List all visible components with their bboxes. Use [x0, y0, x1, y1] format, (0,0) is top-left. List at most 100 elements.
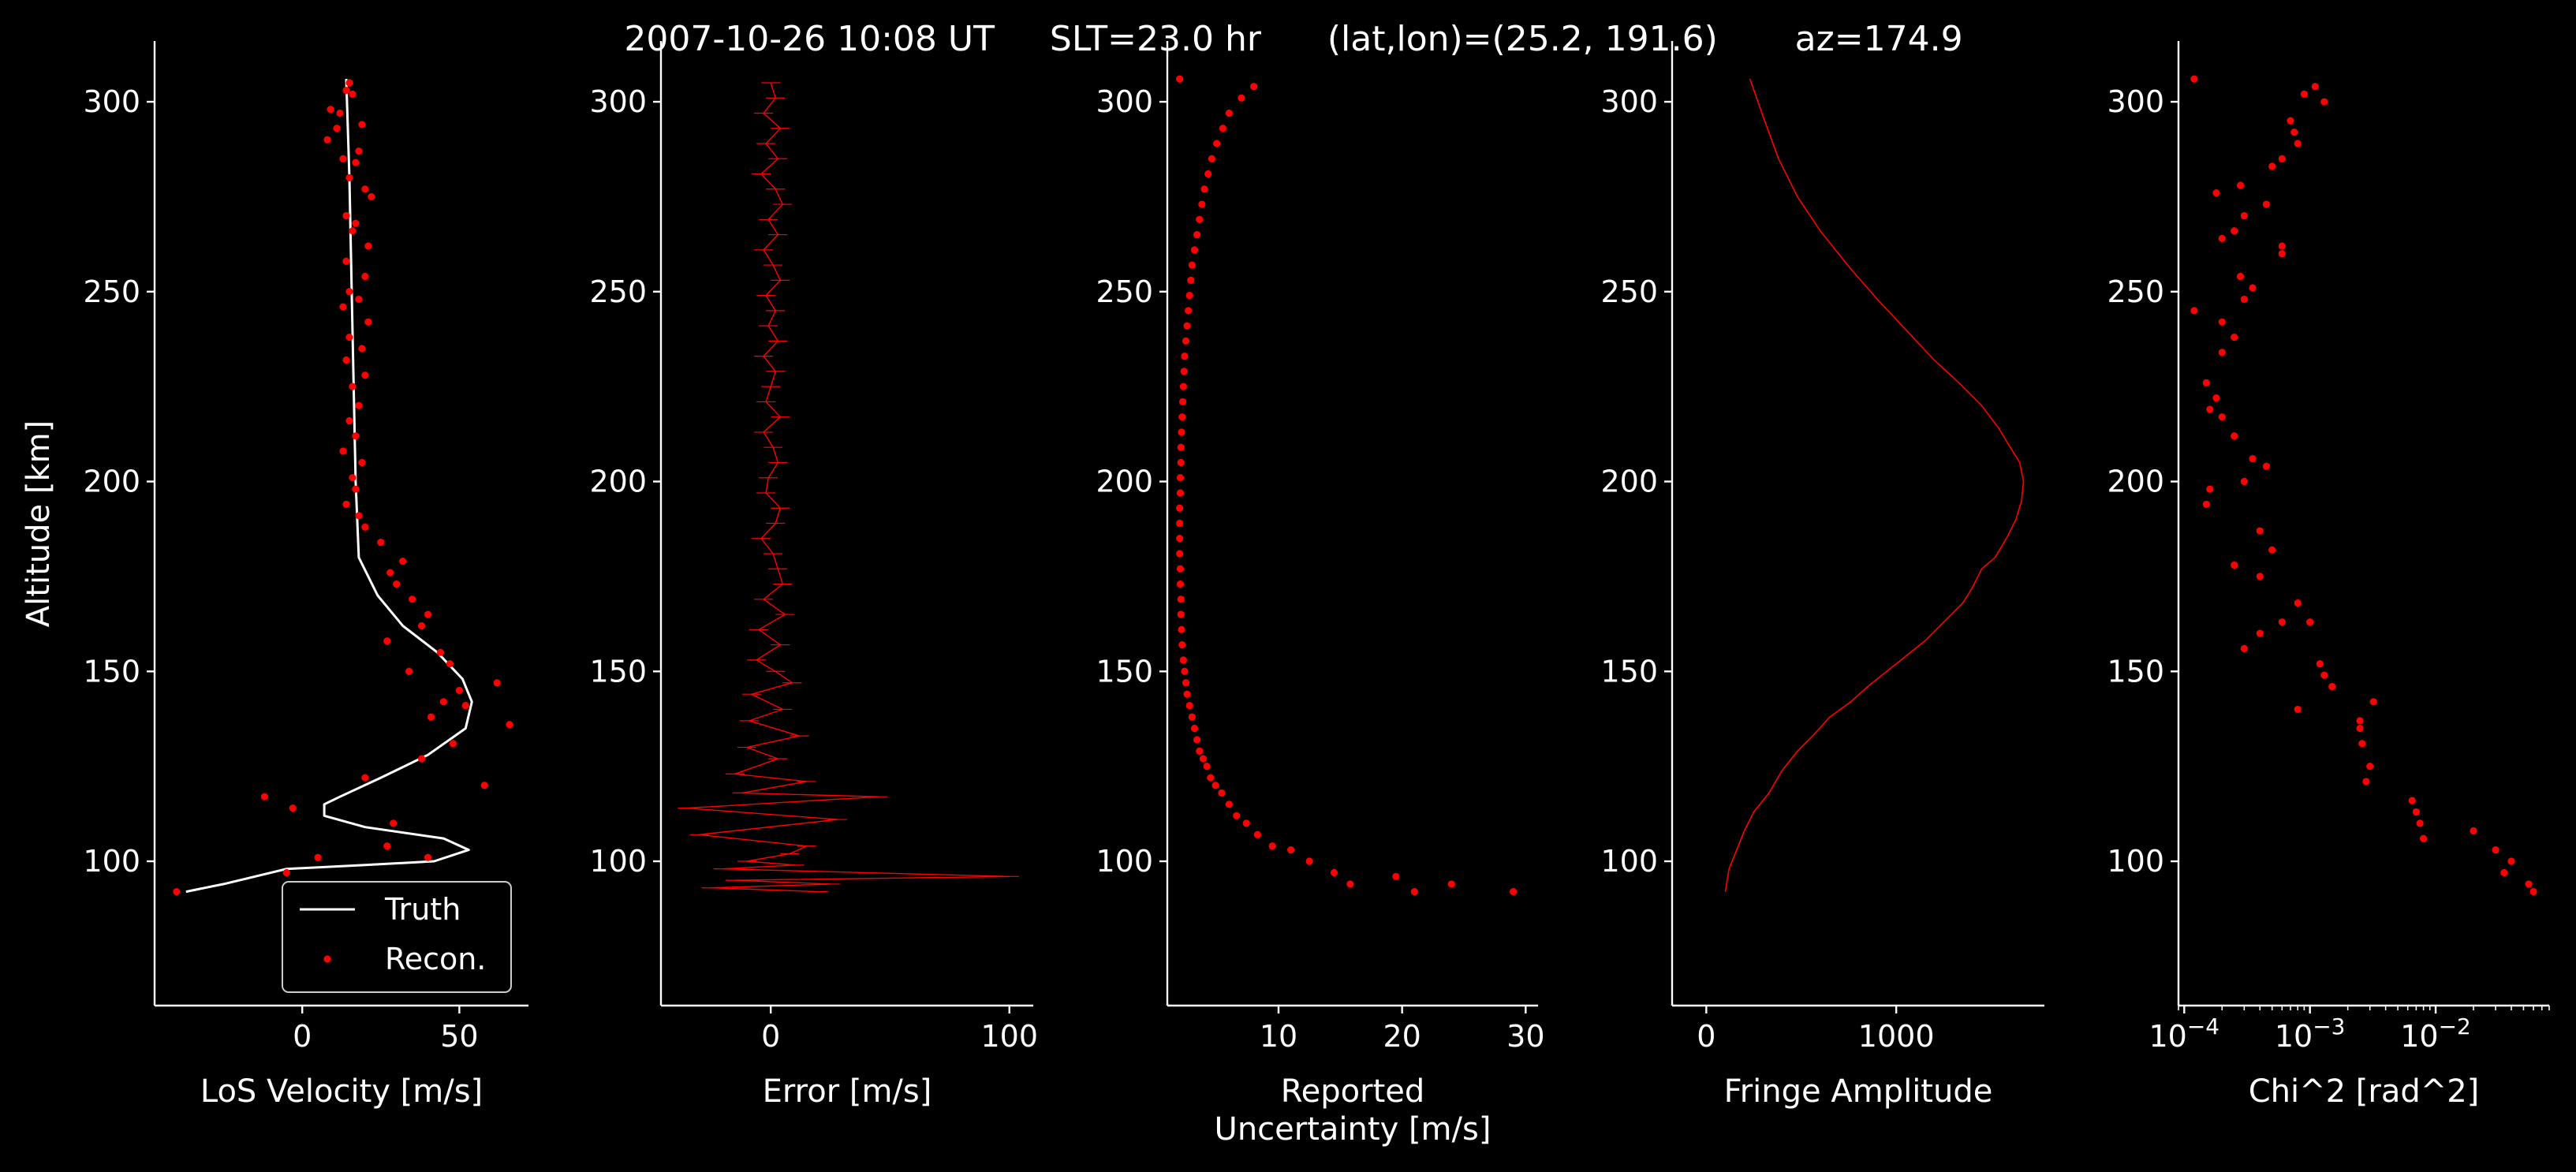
- data-point: [405, 667, 413, 675]
- data-point: [2408, 797, 2416, 804]
- data-point: [342, 356, 350, 364]
- data-point: [2262, 200, 2271, 208]
- x-tick-label: 10−2: [2400, 1013, 2471, 1054]
- data-point: [449, 740, 457, 748]
- data-point: [427, 713, 435, 721]
- data-point: [352, 219, 360, 227]
- data-point: [336, 109, 344, 118]
- data-point: [1176, 550, 1184, 558]
- data-point: [480, 782, 488, 789]
- x-tick-label: 1000: [1858, 1019, 1935, 1054]
- data-point: [1176, 504, 1184, 512]
- data-point: [2278, 250, 2286, 258]
- data-point: [1188, 261, 1196, 269]
- data-point: [339, 155, 347, 162]
- data-point: [1182, 679, 1190, 687]
- y-tick-label: 100: [1600, 844, 1658, 879]
- data-point: [1179, 656, 1187, 664]
- data-point: [493, 679, 501, 687]
- data-point: [1242, 819, 1250, 827]
- data-point: [355, 401, 363, 409]
- y-tick-label: 150: [1096, 654, 1153, 689]
- data-point: [260, 793, 269, 801]
- data-point: [417, 621, 426, 630]
- data-point: [2328, 682, 2336, 691]
- data-point: [1207, 774, 1215, 782]
- data-point: [1179, 383, 1187, 390]
- data-point: [2529, 887, 2537, 896]
- data-point: [352, 432, 360, 440]
- data-point: [1510, 887, 1518, 896]
- data-point: [2362, 778, 2370, 786]
- y-tick-label: 100: [589, 844, 647, 879]
- panel-chi2: 100 150 200 250 300 10−4 10−3 10−2 Chi^2 [rad^2]: [2107, 41, 2550, 1110]
- data-point: [355, 295, 363, 304]
- data-point: [1177, 458, 1185, 467]
- data-point: [409, 595, 416, 603]
- data-point: [455, 686, 463, 694]
- data-point: [2420, 834, 2428, 842]
- y-tick-label: 200: [1096, 465, 1153, 499]
- data-point: [1190, 246, 1199, 254]
- data-point: [358, 121, 366, 129]
- y-tick-label: 300: [83, 84, 140, 119]
- data-point: [2206, 485, 2214, 493]
- data-point: [345, 174, 353, 181]
- data-point: [1225, 109, 1233, 118]
- y-tick-label: 250: [2107, 274, 2164, 309]
- data-point: [1346, 880, 1354, 888]
- y-tick-label: 250: [1096, 274, 1153, 309]
- data-point: [364, 318, 372, 326]
- data-point: [1193, 230, 1201, 239]
- data-point: [2240, 211, 2248, 220]
- data-point: [2294, 705, 2302, 714]
- data-point: [1176, 75, 1184, 83]
- y-axis-label: Altitude [km]: [21, 420, 57, 627]
- data-point: [2294, 599, 2302, 607]
- data-point: [2470, 827, 2477, 835]
- data-point: [2500, 868, 2508, 877]
- data-point: [327, 106, 334, 114]
- data-point: [2287, 117, 2294, 125]
- data-point: [2492, 845, 2499, 854]
- data-point: [339, 303, 347, 311]
- x-tick-label: 20: [1383, 1019, 1421, 1054]
- truth-line: [185, 79, 473, 894]
- data-point: [424, 853, 432, 861]
- data-point: [349, 474, 357, 482]
- data-point: [2356, 717, 2364, 725]
- data-point: [2268, 546, 2276, 554]
- data-point: [1176, 474, 1185, 482]
- data-point: [349, 90, 357, 99]
- data-point: [2236, 272, 2245, 281]
- data-point: [1178, 398, 1187, 406]
- data-point: [342, 211, 350, 220]
- data-point: [2320, 98, 2328, 106]
- y-tick-label: 250: [83, 274, 140, 309]
- data-point: [1178, 413, 1186, 421]
- x-tick-label: 10: [1260, 1019, 1297, 1054]
- data-point: [1211, 782, 1219, 789]
- data-point: [1176, 565, 1185, 573]
- data-point: [2212, 394, 2220, 402]
- data-point: [2306, 618, 2314, 626]
- data-point: [2525, 880, 2533, 888]
- data-point: [1181, 667, 1189, 675]
- data-point: [2218, 318, 2226, 326]
- data-point: [333, 125, 341, 133]
- data-point: [506, 721, 513, 729]
- panel-fringe: 100 150 200 250 300 0 1000 Fringe Amplitude: [1600, 41, 2044, 1110]
- x-tick-label: 100: [980, 1019, 1038, 1054]
- data-point: [2316, 660, 2324, 668]
- data-point: [1208, 155, 1215, 162]
- data-point: [1178, 625, 1185, 633]
- data-point: [424, 610, 432, 618]
- data-point: [2294, 140, 2302, 147]
- data-point: [342, 257, 350, 265]
- y-tick-label: 150: [1600, 654, 1658, 689]
- data-point: [2278, 155, 2286, 162]
- y-tick-label: 150: [2107, 654, 2164, 689]
- data-point: [1204, 170, 1212, 178]
- y-tick-label: 300: [589, 84, 647, 119]
